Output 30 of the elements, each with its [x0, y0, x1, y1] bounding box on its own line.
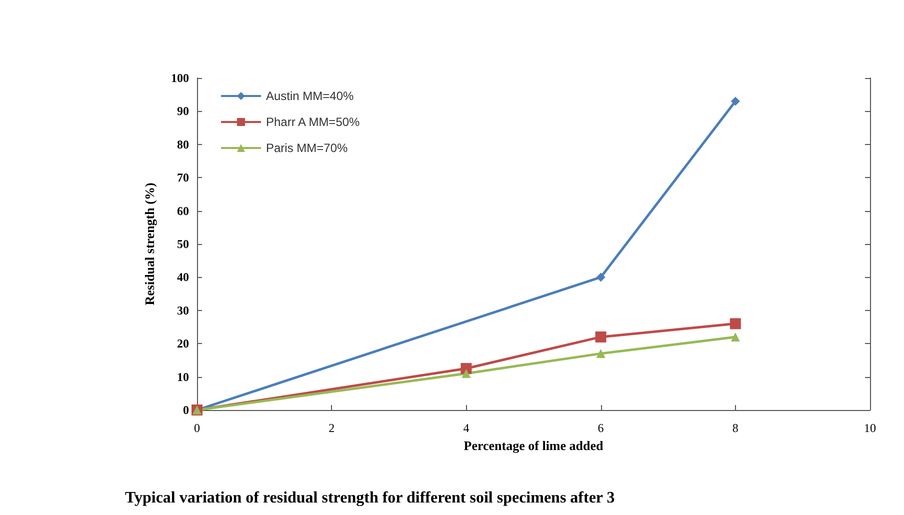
point [730, 96, 740, 106]
y-axis-title: Residual strength (%) [142, 182, 157, 306]
legend-label: Austin MM=40% [266, 89, 354, 103]
y-tick-label: 70 [177, 170, 189, 185]
y-tick-label: 90 [177, 104, 189, 118]
x-axis-title: Percentage of lime added [464, 438, 604, 453]
point [462, 368, 471, 378]
x-tick-label: 10 [864, 421, 876, 435]
x-tick-label: 4 [463, 421, 470, 435]
legend-label: Paris MM=70% [266, 141, 348, 155]
x-tick-label: 8 [732, 421, 738, 435]
y-tick-label: 30 [177, 303, 189, 318]
x-tick-label: 2 [328, 421, 335, 435]
x-tick-label: 0 [194, 421, 200, 435]
y-tick-label: 40 [177, 270, 189, 284]
y-tick-label: 20 [177, 336, 189, 351]
text: Typical variation of residual strength for different soil specimens after 3 [125, 490, 615, 506]
point [596, 349, 606, 358]
y-tick-label: 50 [177, 237, 189, 251]
point [595, 331, 606, 342]
y-tick-label: 10 [177, 370, 189, 384]
point [730, 318, 741, 330]
y-tick-label: 0 [183, 403, 189, 417]
point [730, 332, 740, 342]
y-tick-label: 60 [177, 204, 189, 218]
legend-label: Pharr A MM=50% [266, 115, 360, 129]
y-tick-label: 100 [171, 71, 189, 85]
point [596, 272, 606, 282]
y-tick-label: 80 [177, 137, 189, 152]
x-tick-label: 6 [598, 421, 604, 435]
